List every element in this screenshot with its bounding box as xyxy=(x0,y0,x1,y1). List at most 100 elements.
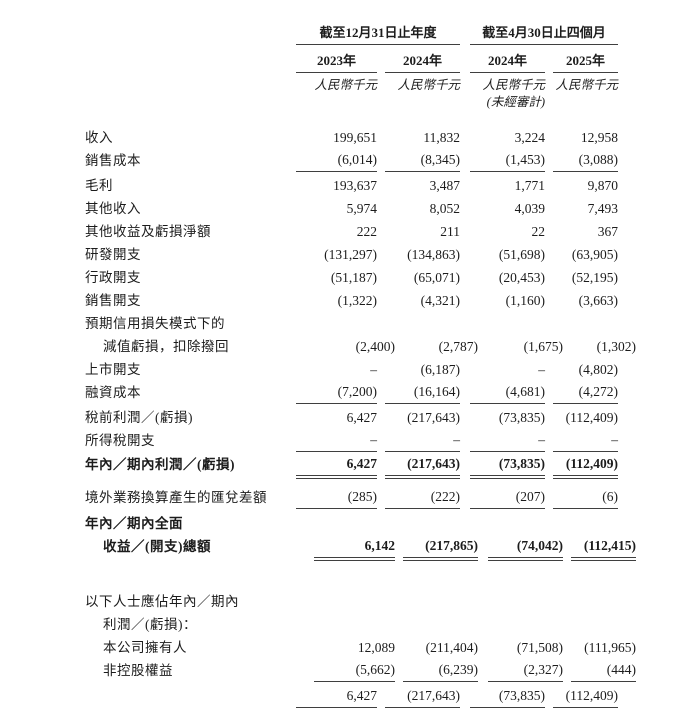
value-col2: (65,071) xyxy=(413,270,460,285)
value-col4: (6) xyxy=(553,485,618,509)
value-col2: 211 xyxy=(440,224,460,239)
row-label: 銷售成本 xyxy=(85,153,141,168)
period-group-four-months: 截至4月30日止四個月 xyxy=(470,22,618,45)
table-row-revenue: 收入 199,651 11,832 3,224 12,958 xyxy=(85,126,618,149)
value-col1: 193,637 xyxy=(333,178,377,193)
row-label: 其他收益及虧損淨額 xyxy=(85,224,211,239)
value-col2: (16,164) xyxy=(385,380,460,404)
row-label: 預期信用損失模式下的 xyxy=(85,316,225,331)
value-col4: 12,958 xyxy=(580,130,618,145)
value-col1: (285) xyxy=(296,485,377,509)
value-col2: (217,865) xyxy=(403,534,478,561)
value-col2: (134,863) xyxy=(407,247,460,262)
value-col4: 367 xyxy=(597,224,618,239)
value-col3: – xyxy=(538,362,545,377)
unit-label-col2: 人民幣千元 xyxy=(397,78,460,92)
income-statement-table: 截至12月31日止年度 截至4月30日止四個月 2023年 2024年 2024… xyxy=(85,22,636,708)
row-label: 研發開支 xyxy=(85,247,141,262)
row-label: 毛利 xyxy=(85,178,113,193)
value-col2: (6,187) xyxy=(420,362,460,377)
value-col2: (2,787) xyxy=(438,339,478,354)
value-col4: (4,802) xyxy=(578,362,618,377)
value-col2: (217,643) xyxy=(385,452,460,479)
row-label: 利潤／(虧損)： xyxy=(103,617,197,632)
value-col3: (1,675) xyxy=(523,339,563,354)
table-row-gross-profit: 毛利 193,637 3,487 1,771 9,870 xyxy=(85,174,618,197)
value-col2: (222) xyxy=(385,485,460,509)
table-row-profit-for-the-year: 年內／期內利潤／(虧損) 6,427 (217,643) (73,835) (1… xyxy=(85,452,618,479)
value-col4: (112,415) xyxy=(571,534,636,561)
col-header-fy2024: 2024年 xyxy=(385,50,460,73)
value-col1: – xyxy=(370,362,377,377)
value-col1: (7,200) xyxy=(296,380,377,404)
value-col1: 6,427 xyxy=(346,410,377,425)
table-row-cost-of-sales: 銷售成本 (6,014) (8,345) (1,453) (3,088) xyxy=(85,149,618,172)
row-label: 年內／期內全面 xyxy=(85,516,183,531)
col-header-fy2023: 2023年 xyxy=(296,50,377,73)
row-label: 收入 xyxy=(85,130,113,145)
value-col4: (63,905) xyxy=(571,247,618,262)
period-group-annual: 截至12月31日止年度 xyxy=(296,22,460,45)
value-col1: 199,651 xyxy=(333,130,377,145)
row-label: 非控股權益 xyxy=(103,663,173,678)
table-row-finance-costs: 融資成本 (7,200) (16,164) (4,681) (4,272) xyxy=(85,381,618,404)
row-label: 銷售開支 xyxy=(85,293,141,308)
value-col3: (1,160) xyxy=(505,293,545,308)
table-row-income-tax-expense: 所得稅開支 – – – – xyxy=(85,429,618,452)
value-col4: 9,870 xyxy=(587,178,618,193)
value-col3: (51,698) xyxy=(498,247,545,262)
value-col4: (3,663) xyxy=(578,293,618,308)
value-col2: (217,643) xyxy=(407,410,460,425)
unit-label-col3: 人民幣千元 (未經審計) xyxy=(470,77,545,111)
value-col1: – xyxy=(296,428,377,452)
value-col3: (73,835) xyxy=(498,410,545,425)
value-col4: – xyxy=(553,428,618,452)
unit-label-col1: 人民幣千元 xyxy=(314,78,377,92)
value-col1: (51,187) xyxy=(330,270,377,285)
value-col3: (73,835) xyxy=(470,684,545,708)
value-col2: – xyxy=(385,428,460,452)
value-col3: (1,453) xyxy=(470,148,545,172)
table-row-other-gains-and-losses-net: 其他收益及虧損淨額 222 211 22 367 xyxy=(85,220,618,243)
row-label: 融資成本 xyxy=(85,385,141,400)
value-col1: (131,297) xyxy=(324,247,377,262)
value-col3: 1,771 xyxy=(514,178,545,193)
table-row-attributable-total: 6,427 (217,643) (73,835) (112,409) xyxy=(85,685,618,708)
value-col4: (3,088) xyxy=(553,148,618,172)
unaudited-note: (未經審計) xyxy=(486,95,545,109)
value-col2: 3,487 xyxy=(429,178,460,193)
value-col2: 8,052 xyxy=(429,201,460,216)
row-label: 上市開支 xyxy=(85,362,141,377)
value-col1: (6,014) xyxy=(296,148,377,172)
value-col2: (217,643) xyxy=(385,684,460,708)
table-row-admin-expenses: 行政開支 (51,187) (65,071) (20,453) (52,195) xyxy=(85,266,618,289)
value-col1: 222 xyxy=(356,224,377,239)
value-col1: (2,400) xyxy=(355,339,395,354)
table-row-total-comprehensive-heading: 年內／期內全面 xyxy=(85,512,618,535)
table-row-attributable-heading-line2: 利潤／(虧損)： xyxy=(85,613,618,636)
col-header-4m2024: 2024年 xyxy=(470,50,545,73)
table-row-owners-of-the-company: 本公司擁有人 12,089 (211,404) (71,508) (111,96… xyxy=(85,636,636,659)
row-label: 年內／期內利潤／(虧損) xyxy=(85,457,235,472)
table-row-profit-before-tax: 稅前利潤／(虧損) 6,427 (217,643) (73,835) (112,… xyxy=(85,406,618,429)
year-header-row: 2023年 2024年 2024年 2025年 xyxy=(85,50,618,73)
value-col4: 7,493 xyxy=(587,201,618,216)
value-col3: 4,039 xyxy=(514,201,545,216)
row-label: 其他收入 xyxy=(85,201,141,216)
value-col4: (112,409) xyxy=(553,452,618,479)
value-col2: (4,321) xyxy=(420,293,460,308)
value-col4: (1,302) xyxy=(596,339,636,354)
table-row-rd-expenses: 研發開支 (131,297) (134,863) (51,698) (63,90… xyxy=(85,243,618,266)
row-label: 本公司擁有人 xyxy=(103,640,187,655)
table-body: 收入 199,651 11,832 3,224 12,958 銷售成本 (6,0… xyxy=(85,126,636,708)
value-col4: (111,965) xyxy=(584,640,636,655)
row-label: 稅前利潤／(虧損) xyxy=(85,410,193,425)
row-label: 所得稅開支 xyxy=(85,433,155,448)
value-col3: (207) xyxy=(470,485,545,509)
table-row-exchange-differences: 境外業務換算產生的匯兌差額 (285) (222) (207) (6) xyxy=(85,486,618,509)
value-col4: (444) xyxy=(571,658,636,682)
unit-label-col4: 人民幣千元 xyxy=(555,78,618,92)
value-col2: (8,345) xyxy=(385,148,460,172)
row-label: 行政開支 xyxy=(85,270,141,285)
